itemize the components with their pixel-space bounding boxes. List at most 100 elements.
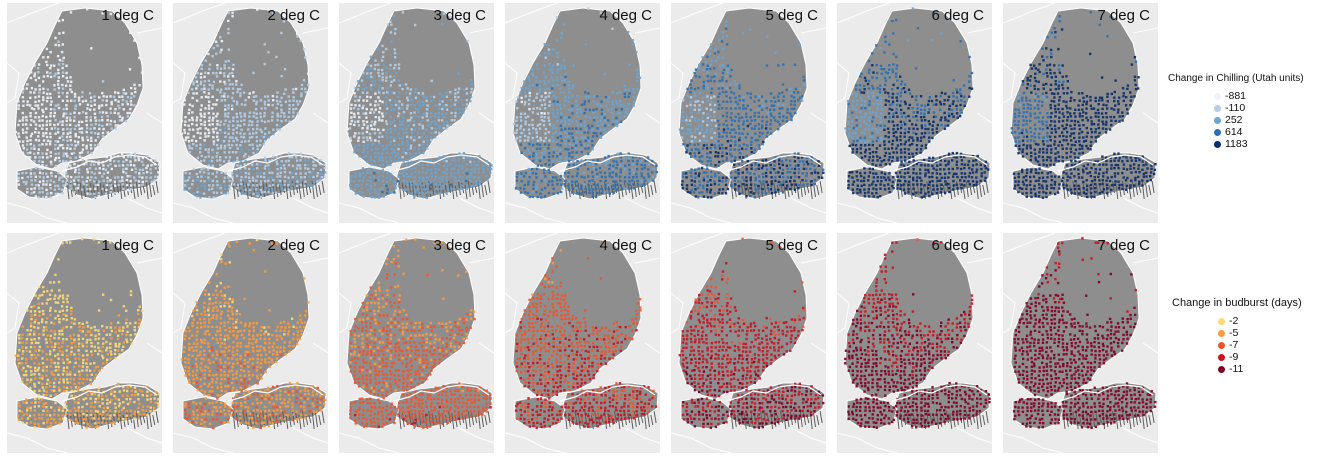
station-point — [587, 152, 590, 156]
station-point — [725, 43, 729, 46]
station-point — [204, 148, 207, 151]
station-point — [370, 163, 373, 166]
station-point — [56, 140, 60, 143]
station-point — [54, 152, 57, 156]
station-point — [401, 116, 405, 119]
station-point — [694, 155, 697, 158]
station-point — [623, 176, 627, 179]
station-point — [535, 176, 538, 179]
station-point — [393, 124, 397, 128]
station-point — [33, 72, 37, 75]
station-point — [896, 187, 899, 190]
station-point — [227, 124, 230, 127]
station-point — [413, 180, 416, 183]
alpine-relief-mark — [262, 180, 266, 198]
station-point — [57, 127, 60, 131]
station-point — [721, 71, 725, 75]
station-point — [200, 168, 203, 171]
station-point — [522, 175, 526, 178]
station-point — [765, 120, 769, 123]
station-point — [702, 68, 705, 71]
station-point — [227, 75, 230, 78]
station-point — [53, 188, 57, 191]
station-point — [65, 123, 69, 127]
station-point — [789, 103, 793, 106]
station-point — [358, 104, 361, 107]
station-point — [596, 159, 599, 162]
station-point — [215, 180, 219, 183]
station-point — [963, 172, 967, 175]
station-point — [307, 72, 310, 75]
station-point — [854, 144, 858, 147]
station-point — [216, 67, 219, 70]
station-point — [1061, 119, 1065, 123]
station-point — [709, 123, 712, 126]
station-point — [1013, 112, 1017, 116]
station-point — [564, 99, 567, 102]
station-point — [295, 107, 298, 110]
station-point — [183, 131, 186, 134]
station-point — [556, 71, 559, 74]
station-point — [240, 148, 243, 151]
station-point — [1126, 108, 1129, 111]
station-point — [551, 160, 555, 163]
station-point — [943, 155, 946, 158]
station-point — [300, 87, 303, 91]
station-point — [856, 188, 859, 191]
station-point — [45, 152, 48, 155]
station-point — [316, 180, 319, 183]
station-point — [203, 184, 206, 187]
station-point — [568, 180, 571, 183]
station-point — [753, 148, 757, 151]
station-point — [631, 159, 635, 163]
station-point — [145, 166, 148, 170]
station-point — [955, 183, 958, 186]
station-point — [77, 99, 81, 102]
station-point — [46, 139, 50, 142]
station-point — [434, 123, 437, 126]
station-point — [535, 187, 538, 190]
station-point — [393, 184, 396, 187]
station-point — [102, 164, 105, 167]
station-point — [863, 128, 866, 131]
station-point — [1121, 87, 1125, 90]
station-point — [971, 171, 975, 174]
station-point — [41, 172, 44, 175]
station-point — [401, 87, 404, 91]
station-point — [58, 144, 61, 147]
station-point — [725, 147, 728, 150]
station-point — [248, 92, 251, 95]
station-point — [583, 171, 586, 174]
station-point — [868, 184, 871, 187]
station-point — [101, 119, 104, 122]
station-point — [417, 195, 421, 198]
station-point — [556, 183, 559, 186]
station-point — [239, 187, 242, 190]
station-point — [389, 84, 392, 87]
station-point — [365, 155, 368, 158]
station-point — [860, 72, 863, 75]
station-point — [94, 147, 97, 150]
station-point — [422, 184, 425, 187]
station-point — [705, 135, 708, 138]
station-point — [600, 175, 604, 178]
station-point — [284, 160, 288, 163]
station-point — [754, 179, 757, 182]
station-point — [697, 66, 700, 70]
station-point — [583, 144, 586, 147]
station-point — [37, 71, 40, 74]
station-point — [25, 143, 29, 146]
station-point — [880, 112, 883, 115]
station-point — [392, 139, 396, 142]
station-point — [900, 151, 903, 154]
station-point — [349, 107, 353, 110]
station-point — [437, 158, 441, 162]
station-point — [697, 174, 700, 178]
station-point — [210, 159, 214, 163]
station-point — [721, 154, 724, 158]
station-point — [785, 88, 788, 92]
station-point — [227, 19, 230, 23]
station-point — [369, 176, 372, 179]
station-point — [134, 159, 137, 162]
station-point — [150, 158, 153, 162]
